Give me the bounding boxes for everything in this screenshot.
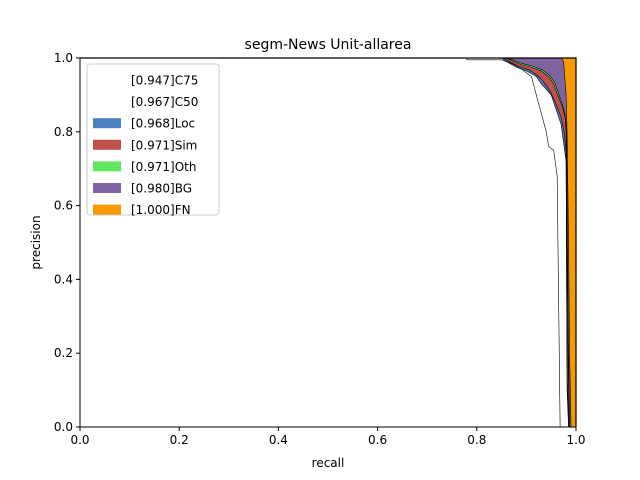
x-axis-ticks: 0.0 0.2 0.4 0.6 0.8 1.0	[70, 427, 586, 447]
y-axis-ticks: 0.0 0.2 0.4 0.6 0.8 1.0	[54, 51, 80, 434]
chart-title: segm-News Unit-allarea	[245, 37, 412, 53]
legend-swatch-c75	[93, 75, 121, 85]
legend-swatch-sim	[93, 139, 121, 150]
x-tick-label: 0.4	[269, 433, 288, 447]
y-tick-label: 0.4	[54, 272, 73, 286]
legend-swatch-bg	[93, 183, 121, 193]
y-tick-label: 1.0	[54, 51, 73, 65]
legend-label-c75: [0.947]C75	[131, 74, 198, 88]
x-tick-label: 1.0	[566, 433, 585, 447]
x-tick-label: 0.2	[170, 433, 189, 447]
y-tick-label: 0.6	[54, 199, 73, 213]
legend-label-oth: [0.971]Oth	[131, 160, 196, 174]
legend-label-sim: [0.971]Sim	[131, 138, 197, 152]
legend-label-c50: [0.967]C50	[131, 95, 198, 109]
legend-swatch-oth	[93, 161, 121, 172]
curve-c75	[80, 57, 561, 428]
curve-sim	[80, 57, 570, 428]
x-axis-label: recall	[312, 456, 345, 470]
x-tick-label: 0.6	[368, 433, 387, 447]
legend-label-fn: [1.000]FN	[131, 203, 191, 217]
legend-label-bg: [0.980]BG	[131, 182, 192, 196]
y-tick-label: 0.0	[54, 420, 73, 434]
x-tick-label: 0.0	[70, 433, 89, 447]
curve-oth	[80, 57, 570, 428]
legend-label-loc: [0.968]Loc	[131, 117, 195, 131]
plot-frame	[79, 57, 577, 428]
y-tick-label: 0.8	[54, 125, 73, 139]
curve-bg	[80, 57, 572, 428]
curve-loc	[80, 57, 569, 428]
y-tick-label: 0.2	[54, 346, 73, 360]
legend-swatch-fn	[93, 204, 121, 215]
legend-swatch-c50	[93, 96, 121, 107]
legend: [0.947]C75 [0.967]C50 [0.968]Loc [0.971]Sim…	[86, 63, 220, 217]
x-tick-label: 0.8	[467, 433, 486, 447]
y-axis-label: precision	[29, 215, 43, 269]
curve-c50	[80, 57, 569, 428]
legend-swatch-loc	[93, 118, 121, 129]
